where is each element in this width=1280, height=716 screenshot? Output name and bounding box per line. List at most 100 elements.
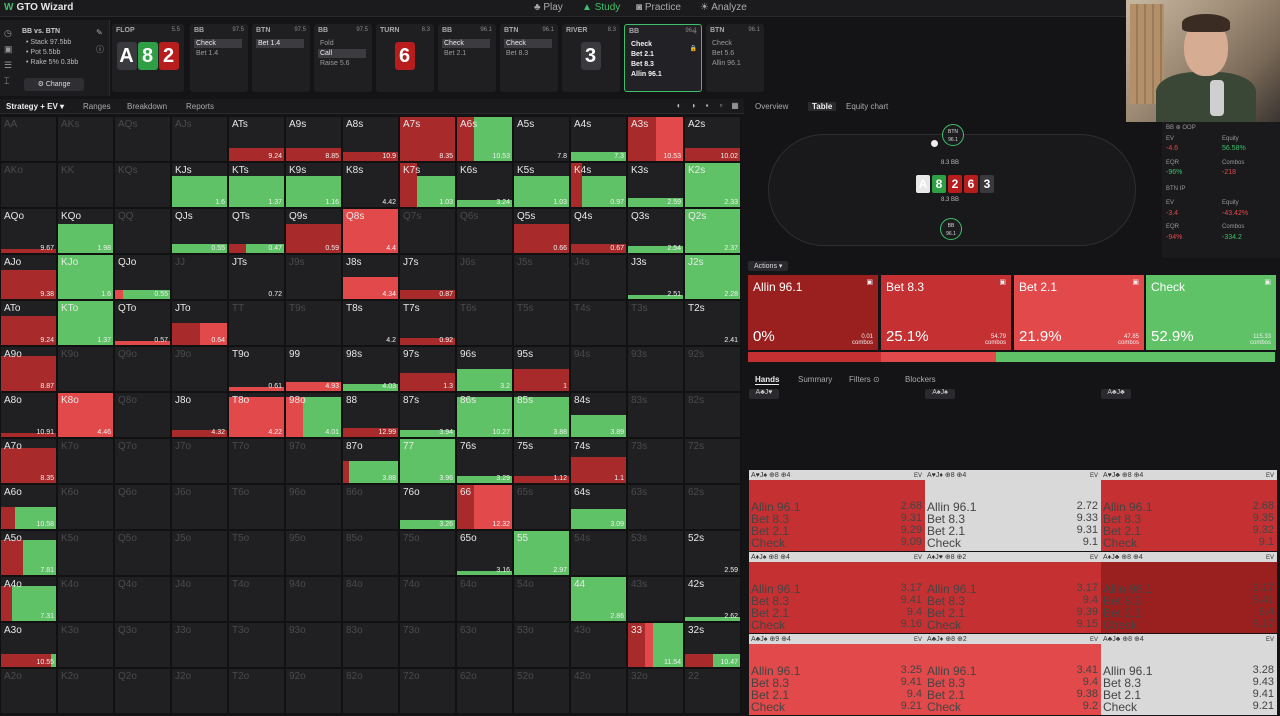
hand-cell-75o[interactable]: 75o [399, 530, 456, 576]
expand-icon[interactable]: ▣ [866, 279, 873, 286]
hand-cell-KQo[interactable]: KQo 1.98 [57, 208, 114, 254]
hand-cell-32o[interactable]: 32o [627, 668, 684, 714]
hand-cell-QQ[interactable]: QQ [114, 208, 171, 254]
hand-cell-QTs[interactable]: QTs 0.47 [228, 208, 285, 254]
nav-study[interactable]: ▲ Study [582, 2, 620, 13]
hand-cell-44[interactable]: 44 2.86 [570, 576, 627, 622]
action-option[interactable]: Bet 1.4 [256, 39, 304, 48]
hand-cell-53s[interactable]: 53s [627, 530, 684, 576]
hand-cell-Q9o[interactable]: Q9o [114, 346, 171, 392]
hand-cell-K8o[interactable]: K8o 4.46 [57, 392, 114, 438]
street-node-4[interactable]: TURN 8.3 6 [376, 24, 434, 92]
expand-icon[interactable]: ▣ [1132, 279, 1139, 286]
action-box-3[interactable]: Check 52.9% 115.33 combos ▣ [1146, 275, 1276, 350]
hand-combo-card[interactable]: A♣J♣ ⊕8 ⊕4 EV Allin 96.1 3.28 Bet 8.3 9.43 Bet… [1101, 634, 1277, 715]
street-node-7[interactable]: RIVER 8.3 3 [562, 24, 620, 92]
hand-cell-J4o[interactable]: J4o [171, 576, 228, 622]
hand-cell-T5o[interactable]: T5o [228, 530, 285, 576]
tab-breakdown[interactable]: Breakdown [127, 102, 168, 111]
info-icon[interactable]: ⓘ [96, 45, 104, 54]
hand-cell-JTs[interactable]: JTs 0.72 [228, 254, 285, 300]
hand-cell-J7o[interactable]: J7o [171, 438, 228, 484]
brand[interactable]: W GTO Wizard [4, 2, 73, 13]
hand-cell-62o[interactable]: 62o [456, 668, 513, 714]
action-option[interactable]: Bet 8.3 [631, 61, 654, 68]
hand-cell-93o[interactable]: 93o [285, 622, 342, 668]
hand-cell-33[interactable]: 33 11.54 [627, 622, 684, 668]
hand-cell-86s[interactable]: 86s 10.27 [456, 392, 513, 438]
action-option[interactable]: Fold [320, 40, 334, 47]
view-mode-3-icon[interactable]: ▪ [705, 101, 709, 110]
expand-icon[interactable]: ▣ [1264, 279, 1271, 286]
hand-cell-AKs[interactable]: AKs [57, 116, 114, 162]
street-node-8[interactable]: BB 96.1 Check Bet 2.1 Bet 8.3 Allin 96.1 ✎ 🔒 [624, 24, 702, 92]
hand-cell-KTs[interactable]: KTs 1.37 [228, 162, 285, 208]
hand-cell-QTo[interactable]: QTo 0.57 [114, 300, 171, 346]
hand-cell-52s[interactable]: 52s 2.59 [684, 530, 741, 576]
hand-cell-Q5o[interactable]: Q5o [114, 530, 171, 576]
hand-cell-97s[interactable]: 97s 1.3 [399, 346, 456, 392]
hand-cell-JJ[interactable]: JJ [171, 254, 228, 300]
hand-cell-T3s[interactable]: T3s [627, 300, 684, 346]
hand-cell-76s[interactable]: 76s 3.29 [456, 438, 513, 484]
view-mode-4-icon[interactable]: ▫ [719, 101, 723, 110]
hand-cell-22[interactable]: 22 [684, 668, 741, 714]
hand-cell-K6o[interactable]: K6o [57, 484, 114, 530]
tab-blockers[interactable]: Blockers [905, 375, 936, 384]
hand-cell-J8o[interactable]: J8o 4.32 [171, 392, 228, 438]
hand-cell-T5s[interactable]: T5s [513, 300, 570, 346]
action-box-2[interactable]: Bet 2.1 21.9% 47.85 combos ▣ [1014, 275, 1144, 350]
tab-table[interactable]: Table [808, 102, 837, 111]
hand-cell-T9o[interactable]: T9o 0.61 [228, 346, 285, 392]
hand-cell-A6o[interactable]: A6o 10.58 [0, 484, 57, 530]
hand-cell-J3s[interactable]: J3s 2.51 [627, 254, 684, 300]
hand-cell-98s[interactable]: 98s 4.03 [342, 346, 399, 392]
hand-cell-T6s[interactable]: T6s [456, 300, 513, 346]
hand-cell-A4s[interactable]: A4s 7.3 [570, 116, 627, 162]
street-node-1[interactable]: BB 97.5 Check Bet 1.4 [190, 24, 248, 92]
hand-chip-2[interactable]: A♠J♠ [925, 389, 955, 399]
tab-ranges[interactable]: Ranges [83, 102, 111, 111]
hand-cell-83s[interactable]: 83s [627, 392, 684, 438]
hand-cell-83o[interactable]: 83o [342, 622, 399, 668]
action-box-1[interactable]: Bet 8.3 25.1% 54.79 combos ▣ [881, 275, 1011, 350]
nav-play[interactable]: ♣ Play [534, 2, 563, 13]
hand-cell-Q2s[interactable]: Q2s 2.37 [684, 208, 741, 254]
hand-cell-J6o[interactable]: J6o [171, 484, 228, 530]
btn-seat[interactable]: BTN 96.1 [942, 124, 964, 146]
hand-cell-KJs[interactable]: KJs 1.6 [171, 162, 228, 208]
hand-cell-94o[interactable]: 94o [285, 576, 342, 622]
hand-cell-J2o[interactable]: J2o [171, 668, 228, 714]
hand-cell-T4o[interactable]: T4o [228, 576, 285, 622]
hand-combo-card[interactable]: A♣J♦ ⊕8 ⊕2 EV Allin 96.1 3.41 Bet 8.3 9.4 Bet … [925, 634, 1101, 715]
action-option[interactable]: Check [504, 39, 552, 48]
hand-combo-card[interactable]: A♦J♣ ⊕8 ⊕4 EV Allin 96.1 3.17 Bet 8.3 9.41 Bet… [1101, 552, 1277, 633]
hand-cell-J7s[interactable]: J7s 0.87 [399, 254, 456, 300]
view-mode-1-icon[interactable]: ◐ [676, 101, 682, 110]
hand-cell-43s[interactable]: 43s [627, 576, 684, 622]
hand-cell-J9o[interactable]: J9o [171, 346, 228, 392]
hand-cell-54o[interactable]: 54o [513, 576, 570, 622]
hand-cell-62s[interactable]: 62s [684, 484, 741, 530]
hand-cell-72s[interactable]: 72s [684, 438, 741, 484]
tab-reports[interactable]: Reports [186, 102, 215, 111]
hand-cell-84s[interactable]: 84s 3.89 [570, 392, 627, 438]
hand-cell-43o[interactable]: 43o [570, 622, 627, 668]
hand-cell-K4s[interactable]: K4s 0.97 [570, 162, 627, 208]
hand-cell-A7s[interactable]: A7s 8.35 [399, 116, 456, 162]
hand-cell-AJs[interactable]: AJs [171, 116, 228, 162]
hand-cell-AJo[interactable]: AJo 9.38 [0, 254, 57, 300]
action-option[interactable]: Raise 5.6 [320, 60, 350, 67]
hand-combo-card[interactable]: A♦J♥ ⊕8 ⊕2 EV Allin 96.1 3.17 Bet 8.3 9.4 Bet … [925, 552, 1101, 633]
hand-cell-65o[interactable]: 65o 3.16 [456, 530, 513, 576]
hand-cell-A2o[interactable]: A2o [0, 668, 57, 714]
hand-cell-J5o[interactable]: J5o [171, 530, 228, 576]
hand-cell-87s[interactable]: 87s 3.94 [399, 392, 456, 438]
street-node-5[interactable]: BB 96.1 Check Bet 2.1 [438, 24, 496, 92]
hand-cell-K8s[interactable]: K8s 4.42 [342, 162, 399, 208]
sliders-icon[interactable]: ⌶ [4, 76, 10, 86]
hand-cell-K9o[interactable]: K9o [57, 346, 114, 392]
hand-cell-Q5s[interactable]: Q5s 0.66 [513, 208, 570, 254]
hand-cell-64o[interactable]: 64o [456, 576, 513, 622]
action-option[interactable]: Check [194, 39, 242, 48]
